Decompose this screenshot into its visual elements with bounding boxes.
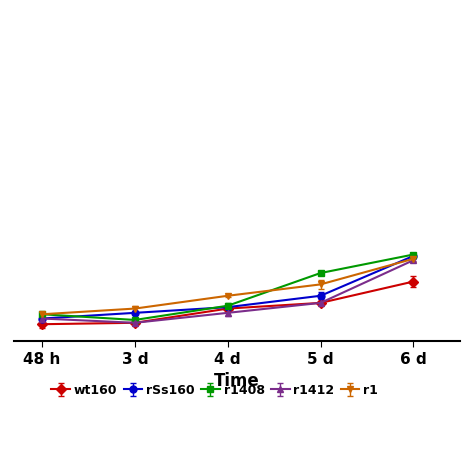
Legend: wt160, rSs160, r1408, r1412, r1: wt160, rSs160, r1408, r1412, r1 — [46, 379, 383, 402]
X-axis label: Time: Time — [214, 372, 260, 390]
